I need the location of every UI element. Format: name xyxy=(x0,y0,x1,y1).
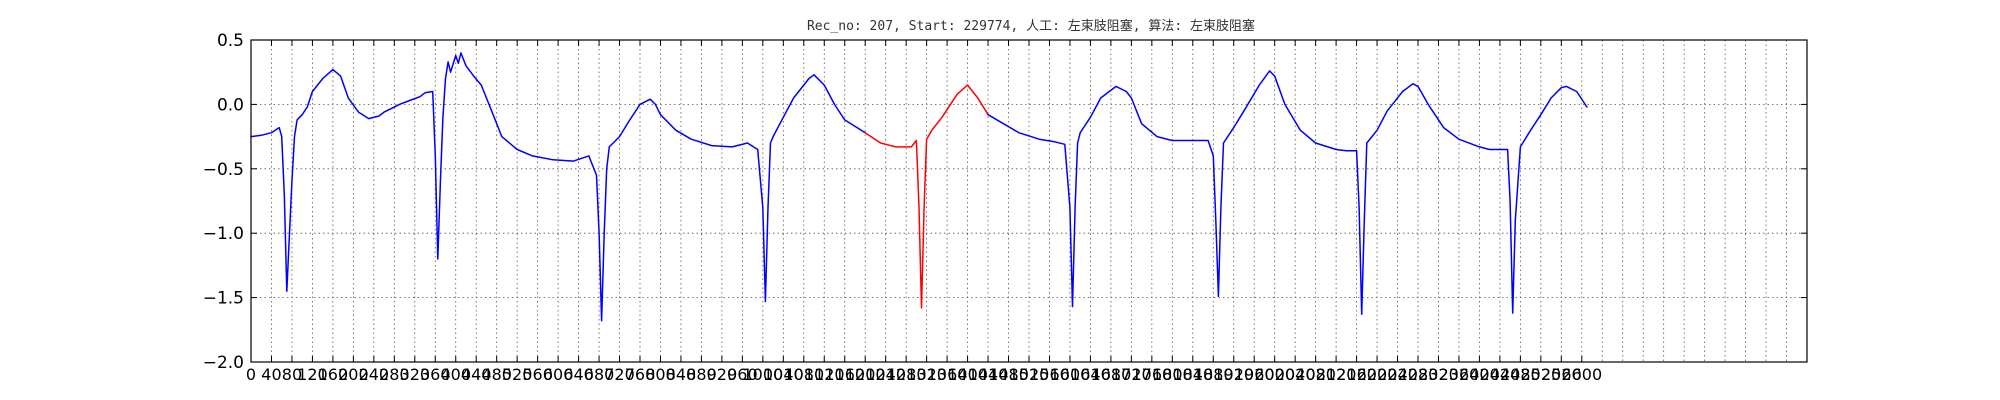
x-tick-label: 1880 xyxy=(1193,365,1234,384)
x-tick-label: 2520 xyxy=(1520,365,1561,384)
x-tick-label: 2440 xyxy=(1480,365,1521,384)
x-tick-label: 2000 xyxy=(1254,365,1295,384)
x-tick-label: 680 xyxy=(584,365,615,384)
x-tick-label: 1800 xyxy=(1152,365,1193,384)
x-tick-label: 0 xyxy=(246,365,256,384)
y-tick-label: −1.0 xyxy=(203,224,244,244)
x-tick-label: 1280 xyxy=(886,365,927,384)
x-tick-label: 1960 xyxy=(1234,365,1275,384)
x-tick-label: 2560 xyxy=(1541,365,1582,384)
x-tick-label: 2120 xyxy=(1316,365,1357,384)
x-tick-label: 2360 xyxy=(1439,365,1480,384)
x-tick-label: 560 xyxy=(522,365,553,384)
x-tick-label: 1000 xyxy=(742,365,783,384)
x-tick-label: 1160 xyxy=(824,365,865,384)
x-tick-label: 1560 xyxy=(1029,365,1070,384)
x-tick-label: 200 xyxy=(338,365,369,384)
x-tick-label: 1520 xyxy=(1009,365,1050,384)
x-tick-label: 1840 xyxy=(1172,365,1213,384)
x-tick-label: 2160 xyxy=(1336,365,1377,384)
x-tick-label: 2200 xyxy=(1357,365,1398,384)
x-tick-label: 1200 xyxy=(845,365,886,384)
x-tick-label: 1040 xyxy=(763,365,804,384)
x-tick-label: 1640 xyxy=(1070,365,1111,384)
series-line-3 xyxy=(987,70,1588,316)
x-tick-label: 720 xyxy=(604,365,635,384)
x-tick-label: 1480 xyxy=(988,365,1029,384)
x-tick-label: 80 xyxy=(282,365,302,384)
x-tick-label: 760 xyxy=(625,365,656,384)
x-tick-label: 840 xyxy=(666,365,697,384)
x-tick-label: 480 xyxy=(481,365,512,384)
x-tick-label: 600 xyxy=(543,365,574,384)
x-tick-label: 320 xyxy=(400,365,431,384)
x-tick-label: 1080 xyxy=(783,365,824,384)
x-tick-label: 960 xyxy=(727,365,758,384)
x-axis: 0 40 8012016020024028032036040044048052056… xyxy=(246,40,1602,384)
x-tick-label: 2040 xyxy=(1275,365,1316,384)
x-tick-label: 400 xyxy=(440,365,471,384)
x-tick-label: 1240 xyxy=(865,365,906,384)
x-tick-label: 880 xyxy=(686,365,717,384)
x-tick-label: 440 xyxy=(461,365,492,384)
x-tick-label: 240 xyxy=(359,365,390,384)
x-tick-label: 2600 xyxy=(1561,365,1602,384)
y-tick-label: 0.5 xyxy=(217,31,244,51)
y-tick-label: 0.0 xyxy=(217,95,244,115)
x-tick-label: 160 xyxy=(318,365,349,384)
y-tick-label: −2.0 xyxy=(203,353,244,373)
x-tick-label: 1120 xyxy=(804,365,845,384)
series-line-1 xyxy=(250,52,866,322)
x-tick-label: 2280 xyxy=(1398,365,1439,384)
grid xyxy=(251,40,1807,362)
series-group xyxy=(250,52,1588,322)
x-tick-label: 800 xyxy=(645,365,676,384)
x-tick-label: 2240 xyxy=(1377,365,1418,384)
x-tick-label: 520 xyxy=(502,365,533,384)
chart-title: Rec_no: 207, Start: 229774, 人工: 左束肢阻塞, 算… xyxy=(807,18,1255,34)
y-axis: −2.0 −1.5 −1.0 −0.5 0.0 0.5 xyxy=(203,31,1807,373)
x-tick-label: 640 xyxy=(563,365,594,384)
x-tick-label: 1680 xyxy=(1091,365,1132,384)
x-tick-label: 2400 xyxy=(1459,365,1500,384)
y-tick-label: −1.5 xyxy=(203,289,244,309)
x-tick-label: 1440 xyxy=(968,365,1009,384)
x-tick-label: 2480 xyxy=(1500,365,1541,384)
x-tick-label: 2320 xyxy=(1418,365,1459,384)
x-tick-label: 1360 xyxy=(927,365,968,384)
x-tick-label: 1400 xyxy=(947,365,988,384)
x-tick-label: 2080 xyxy=(1295,365,1336,384)
x-tick-label: 1920 xyxy=(1213,365,1254,384)
x-tick-label: 280 xyxy=(379,365,410,384)
x-tick-label: 1600 xyxy=(1050,365,1091,384)
series-line-2 xyxy=(864,84,989,309)
x-tick-label: 40 xyxy=(261,365,281,384)
x-tick-label: 120 xyxy=(297,365,328,384)
x-tick-label: 1760 xyxy=(1131,365,1172,384)
y-tick-label: −0.5 xyxy=(203,160,244,180)
x-tick-label: 360 xyxy=(420,365,451,384)
x-tick-label: 920 xyxy=(707,365,738,384)
plot-frame xyxy=(250,39,1808,363)
x-tick-label: 1720 xyxy=(1111,365,1152,384)
x-tick-label: 1320 xyxy=(906,365,947,384)
